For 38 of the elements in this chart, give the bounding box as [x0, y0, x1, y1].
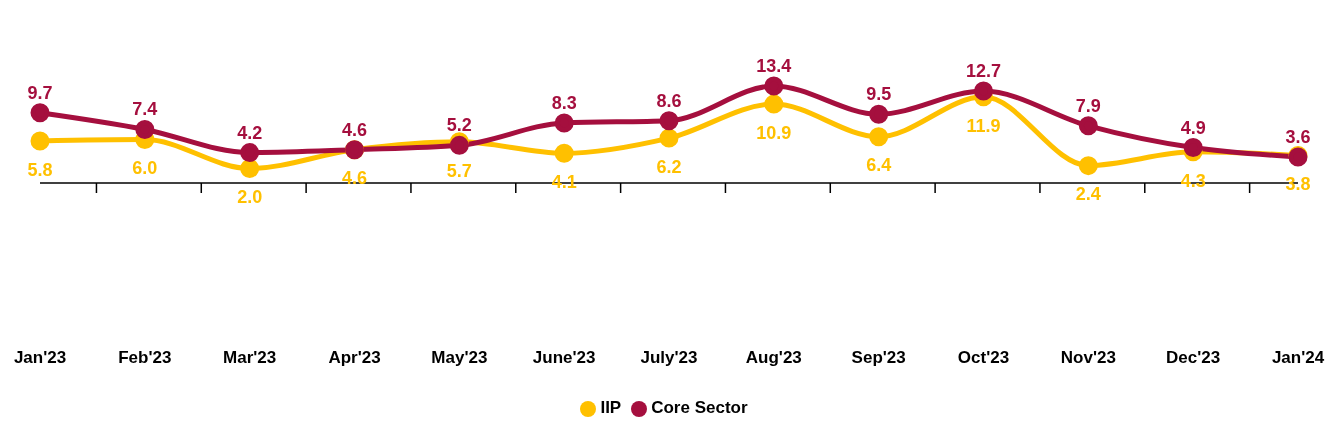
data-label: 4.2 [237, 122, 263, 143]
x-tick-label: Mar'23 [223, 348, 277, 367]
legend-label: Core Sector [651, 398, 748, 417]
x-tick-label: Apr'23 [328, 348, 381, 367]
x-tick-label: June'23 [532, 348, 596, 367]
data-label: 4.6 [341, 119, 368, 140]
x-tick-label: July'23 [640, 348, 698, 367]
data-label: 6.0 [132, 158, 158, 179]
x-tick-label: Oct'23 [957, 348, 1010, 367]
legend-label: IIP [600, 398, 622, 417]
data-label: 7.4 [132, 99, 158, 120]
data-label: 2.4 [1075, 184, 1101, 205]
data-label: 13.4 [756, 56, 792, 76]
data-label: 11.9 [966, 115, 1001, 136]
x-tick-label: Jan'24 [1271, 348, 1325, 367]
data-label: 5.8 [27, 159, 53, 180]
data-label: 3.6 [1285, 126, 1311, 147]
x-tick-label: Dec'23 [1166, 348, 1221, 367]
x-tick-label: Aug'23 [745, 348, 802, 367]
x-tick-label: Nov'23 [1060, 348, 1116, 367]
x-tick-label: May'23 [431, 348, 488, 367]
data-label: 9.5 [866, 84, 892, 105]
data-label: 3.8 [1285, 174, 1311, 195]
x-tick-label: Feb'23 [118, 348, 172, 367]
data-label: 5.7 [446, 160, 472, 181]
x-tick-label: Sep'23 [851, 348, 906, 367]
data-label: 10.9 [756, 122, 792, 143]
data-label: 4.9 [1180, 117, 1206, 138]
data-label: 9.7 [27, 82, 53, 103]
data-label: 6.4 [866, 155, 892, 176]
data-label: 7.9 [1075, 95, 1101, 116]
data-label: 8.6 [656, 90, 682, 111]
data-label: 8.3 [551, 92, 577, 113]
data-label: 5.2 [446, 115, 472, 136]
data-label: 2.0 [237, 187, 263, 208]
data-label: 12.7 [965, 61, 1002, 82]
data-label: 6.2 [656, 156, 682, 177]
x-tick-label: Jan'23 [13, 348, 67, 367]
